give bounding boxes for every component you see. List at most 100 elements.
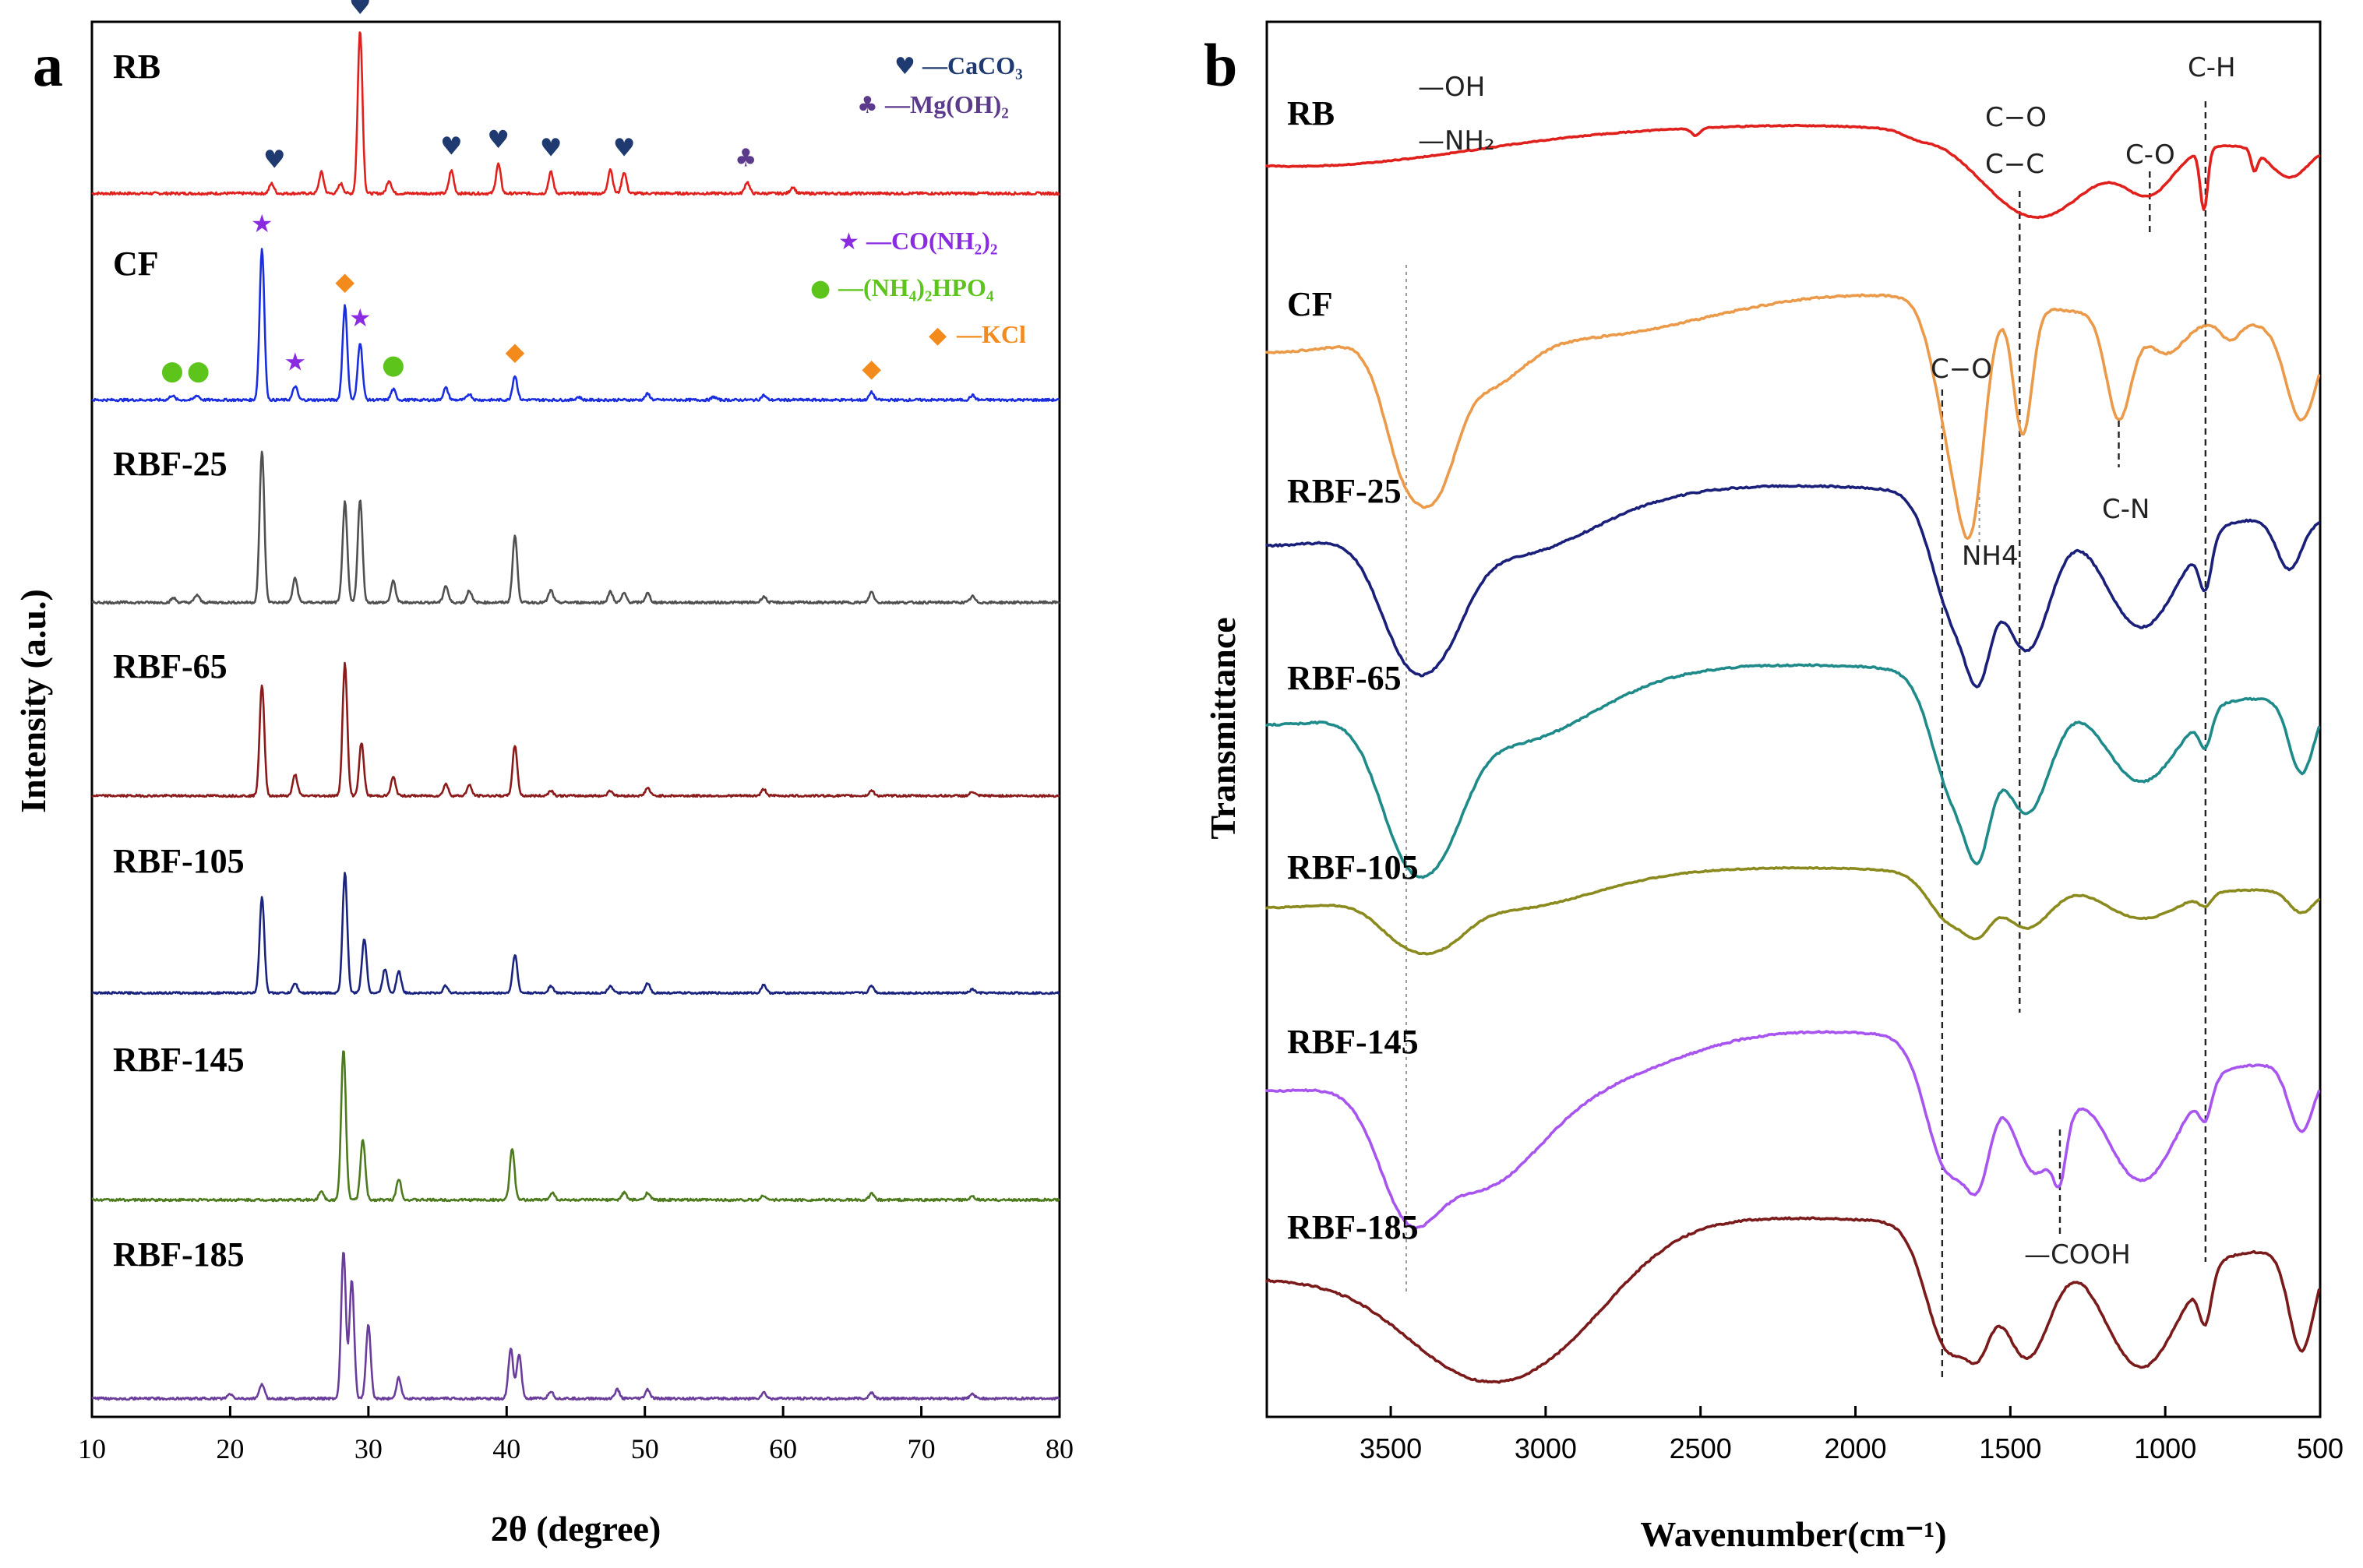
ftir-annotation-oh-0: —OH [1418,72,1485,103]
ftir-label-cf: CF [1287,285,1333,323]
xrd-label-rbf-185: RBF-185 [113,1235,245,1274]
panel-a-letter: a [33,31,63,99]
xrd-xtick-label-30: 30 [354,1433,383,1464]
ftir-annotation-c-o-4: C-O [2125,139,2175,171]
ftir-annotation-nh4-8: NH4 [1962,541,2019,572]
panel-a-frame [90,20,1061,1418]
xrd-marker-rb-0-0: ♥ [263,144,286,174]
panel-a-ylabel: Intensity (a.u.) [13,589,53,813]
ftir-annotation-cooh-9: —COOH [2024,1239,2131,1270]
xrd-xtick-label-40: 40 [492,1433,520,1464]
ftir-annotation-c-n-7: C-N [2102,494,2150,525]
panel-a-legend: ♥ —CaCO₃ ♣ —Mg(OH)₂ ★ —CO(NH₂)₂ ● —(NH₄)₂HPO₄ ◆ —… [810,51,1026,349]
ftir-xtick-label-1000: 1000 [2134,1432,2196,1464]
panel-b-ftir: b RBCFRBF-25RBF-65RBF-105RBF-145RBF-185 … [1203,20,2344,1554]
xrd-label-rbf-105: RBF-105 [113,842,245,880]
panel-b-x-axis: 3500 3000 2500 2000 1500 1000 500 [1360,1406,2344,1464]
ftir-label-rbf-25: RBF-25 [1287,472,1402,510]
xrd-label-rb: RB [113,48,160,86]
panel-b-annotations: —OH —NH₂ C−O C−C C-O C-H C−O C-N NH4 —COOH [1418,52,2236,1270]
ftir-annotation-nh-1: —NH₂ [1418,125,1495,157]
xrd-marker-rb-0-4: ♥ [540,133,563,163]
xrd-xtick-label-50: 50 [631,1433,659,1464]
xrd-xtick-label-10: 10 [78,1433,106,1464]
ftir-xtick-label-1500: 1500 [1979,1432,2041,1464]
xrd-marker-rb-0-5: ♥ [613,133,636,163]
xrd-legend-marker-0: ♥ [894,53,915,80]
xrd-label-rbf-145: RBF-145 [113,1041,245,1079]
ftir-trace-cf [1265,293,2321,541]
xrd-legend-marker-2: ★ [838,228,859,255]
ftir-xtick-label-500: 500 [2297,1432,2344,1464]
xrd-legend-marker-4: ◆ [929,322,947,349]
ftir-trace-rbf-105 [1265,865,2321,956]
panel-b-xlabel: Wavenumber(cm⁻¹) [1640,1514,1946,1554]
xrd-marker-cf-4-2: ◆ [862,353,881,382]
ftir-label-rbf-145: RBF-145 [1287,1023,1419,1061]
panel-b-letter: b [1204,31,1237,99]
xrd-label-rbf-65: RBF-65 [113,647,227,685]
xrd-marker-cf-3-1: ● [187,355,210,386]
xrd-legend-marker-1: ♣ [857,92,878,119]
panel-b-traces [1265,124,2321,1384]
xrd-xtick-label-20: 20 [216,1433,244,1464]
ftir-xtick-label-2000: 2000 [1824,1432,1886,1464]
panel-a-xlabel: 2θ (degree) [491,1509,661,1549]
ftir-trace-rbf-65 [1265,663,2321,879]
xrd-marker-cf-2-0: ★ [251,209,273,238]
panel-b-ylabel: Transmittance [1203,617,1243,839]
panel-b-frame [1265,20,2322,1418]
panel-b-sample-labels: RB CF RBF-25 RBF-65 RBF-105 RBF-145 RBF-185 [1287,94,1419,1246]
ftir-trace-rbf-25 [1265,484,2321,689]
xrd-trace-rbf-185 [91,1252,1060,1401]
xrd-trace-rbf-65 [91,661,1060,798]
xrd-marker-cf-3-0: ● [160,355,184,386]
xrd-marker-rb-1-0: ♣ [735,143,757,172]
xrd-marker-cf-4-1: ◆ [506,337,525,366]
ftir-trace-rbf-145 [1265,1030,2321,1230]
ftir-label-rbf-185: RBF-185 [1287,1208,1419,1246]
panel-a-sample-labels: RB CF RBF-25 RBF-65 RBF-105 RBF-145 RBF-185 [113,48,245,1274]
ftir-xtick-label-2500: 2500 [1670,1432,1732,1464]
xrd-trace-cf [91,248,1060,403]
ftir-trace-rb [1265,124,2321,220]
xrd-marker-rb-0-2: ♥ [440,132,463,161]
panel-a-peak-markers: ♥♥♥ ♥ ♥ ♥ ♣★★★● ● ●◆◆◆ [160,0,881,386]
xrd-label-rbf-25: RBF-25 [113,445,227,483]
xrd-xtick-label-60: 60 [769,1433,797,1464]
ftir-annotation-c-h-5: C-H [2188,52,2236,83]
xrd-marker-cf-4-0: ◆ [335,266,354,296]
xrd-trace-rb [91,31,1060,196]
xrd-legend-text-1: —Mg(OH)₂ [884,90,1009,118]
panel-a-traces [91,31,1060,1401]
xrd-xtick-label-80: 80 [1046,1433,1074,1464]
xrd-trace-rbf-105 [91,872,1060,995]
xrd-legend-text-2: —CO(NH₂)₂ [866,227,998,255]
xrd-trace-rbf-145 [91,1050,1060,1203]
ftir-annotation-c-c-3: C−C [1985,149,2044,180]
ftir-label-rb: RB [1287,94,1335,132]
ftir-annotation-c-o-6: C−O [1931,354,1992,385]
ftir-label-rbf-105: RBF-105 [1287,848,1419,886]
xrd-legend-text-3: —(NH₄)₂HPO₄ [838,273,994,301]
xrd-legend-text-4: —KCl [956,320,1026,348]
xrd-marker-rb-0-3: ♥ [487,125,510,154]
xrd-trace-rbf-25 [91,450,1060,605]
xrd-marker-cf-2-2: ★ [349,303,372,333]
xrd-xtick-label-70: 70 [908,1433,936,1464]
ftir-xtick-label-3000: 3000 [1515,1432,1577,1464]
ftir-annotation-c-o-2: C−O [1985,102,2047,133]
ftir-label-rbf-65: RBF-65 [1287,659,1402,697]
xrd-marker-rb-0-1: ♥ [349,0,372,20]
xrd-marker-cf-2-1: ★ [284,347,306,376]
panel-a-xrd: a ♥♥♥ ♥ ♥ ♥ ♣★★★● ● ●◆◆◆ RBCFRBF-25RBF-65RBF-1… [13,0,1074,1549]
ftir-trace-rbf-185 [1265,1216,2321,1384]
xrd-legend-text-0: —CaCO₃ [922,51,1023,79]
xrd-marker-cf-3-2: ● [382,349,405,380]
xrd-legend-marker-3: ● [810,275,831,302]
xrd-label-cf: CF [113,245,159,283]
panel-a-x-axis: 10 20 30 40 50 60 70 80 [78,1406,1074,1464]
ftir-xtick-label-3500: 3500 [1360,1432,1422,1464]
